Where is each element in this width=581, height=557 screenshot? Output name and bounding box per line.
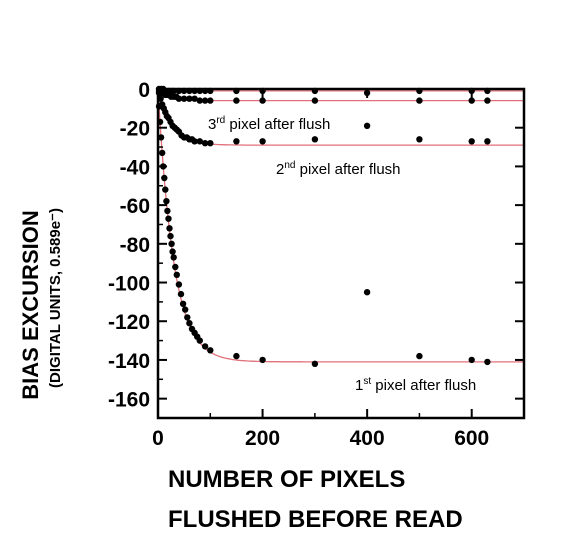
y-tick-label: -100: [108, 273, 150, 296]
fit-curves: [157, 88, 524, 363]
data-point-s1-23: [186, 320, 193, 327]
fit-curve-4: [157, 88, 524, 92]
data-point-s1-11: [166, 225, 173, 232]
data-point-s1-14: [169, 248, 176, 255]
data-point-s1-16: [172, 263, 179, 271]
data-point-s2-25: [416, 136, 423, 143]
fit-curve-2: [157, 88, 524, 146]
data-point-s1-27: [196, 337, 203, 344]
data-points: [155, 85, 491, 367]
x-axis-label-line2: FLUSHED BEFORE READ: [168, 506, 463, 533]
data-point-s2-23: [259, 138, 266, 145]
data-point-s1-18: [175, 281, 183, 288]
fit-curve-3: [157, 88, 524, 102]
data-point-s1-29: [207, 347, 214, 354]
data-point-s3-24: [484, 97, 491, 104]
annotation-1st-pixel: 1st pixel after flush: [355, 376, 476, 394]
data-point-s3-12: [180, 95, 188, 102]
data-point-s3-18: [233, 97, 240, 104]
data-point-s1-30: [233, 352, 240, 360]
data-point-s1-34: [416, 352, 423, 360]
y-tick-label: -160: [108, 389, 150, 412]
data-point-s3-19: [259, 97, 266, 104]
y-tick-label: -60: [120, 195, 150, 218]
data-point-s1-31: [259, 356, 266, 364]
data-point-s2-24: [311, 136, 319, 143]
data-point-s3-20: [311, 97, 319, 104]
data-point-s3-14: [191, 95, 198, 102]
data-point-s3-21: [363, 122, 371, 129]
y-tick-label: 0: [138, 79, 150, 102]
x-axis-label-line1: NUMBER OF PIXELS: [168, 466, 406, 493]
data-point-s3-17: [207, 97, 214, 104]
data-point-s1-10: [165, 215, 172, 222]
y-tick-label: -80: [120, 234, 150, 257]
data-point-s1-33: [363, 289, 371, 296]
data-point-s1-19: [177, 290, 185, 298]
data-point-s2-26: [468, 138, 475, 145]
x-tick-label: 0: [152, 427, 164, 450]
annotation-2nd-pixel: 2nd pixel after flush: [276, 160, 401, 178]
y-tick-label: -140: [108, 350, 150, 373]
data-point-s1-28: [201, 343, 209, 350]
data-point-s1-12: [167, 232, 174, 240]
annotation-3rd-pixel: 3rd pixel after flush: [208, 115, 330, 133]
data-point-s1-32: [311, 360, 319, 367]
data-point-s1-21: [182, 306, 189, 313]
fit-curve-1: [157, 88, 524, 363]
data-point-s3-13: [186, 95, 193, 102]
data-point-s2-19: [196, 138, 203, 145]
y-axis-sublabel: (DIGITAL UNITS, 0.589e⁻): [47, 208, 64, 388]
data-point-s1-35: [468, 356, 475, 364]
data-point-s2-27: [484, 138, 491, 145]
data-point-s2-20: [201, 140, 209, 147]
y-tick-label: -40: [120, 156, 150, 179]
data-point-s1-13: [168, 240, 175, 247]
plot-frame: [156, 87, 526, 420]
y-tick-label: -120: [108, 311, 150, 334]
data-point-s1-15: [170, 254, 177, 261]
data-point-s1-3: [157, 134, 165, 141]
data-point-s1-22: [184, 314, 191, 321]
data-point-s1-6: [161, 174, 168, 182]
axis-ticks: 0 200 400 600 0 -20 -40 -60 -80 -100 -120 -140 -160: [108, 79, 524, 450]
data-point-s3-15: [196, 97, 203, 104]
y-axis-label: BIAS EXCURSION: [18, 210, 43, 399]
data-point-s1-7: [162, 186, 169, 193]
data-point-s3-22: [416, 97, 423, 104]
data-point-s1-9: [164, 207, 171, 215]
x-tick-label: 200: [245, 427, 280, 450]
y-tick-label: -20: [120, 118, 150, 141]
data-point-s3-11: [175, 95, 183, 102]
data-point-s2-21: [207, 140, 214, 147]
x-tick-label: 400: [350, 427, 385, 450]
data-point-s3-16: [201, 97, 209, 104]
data-point-s1-8: [163, 198, 170, 205]
data-point-s1-4: [159, 149, 166, 157]
data-point-s1-36: [484, 358, 491, 366]
data-point-s1-17: [173, 271, 180, 278]
data-point-s3-23: [468, 97, 475, 104]
data-point-s1-20: [179, 300, 187, 307]
data-point-s2-22: [233, 138, 240, 145]
x-tick-label: 600: [454, 427, 489, 450]
data-point-s2-18: [191, 138, 198, 145]
